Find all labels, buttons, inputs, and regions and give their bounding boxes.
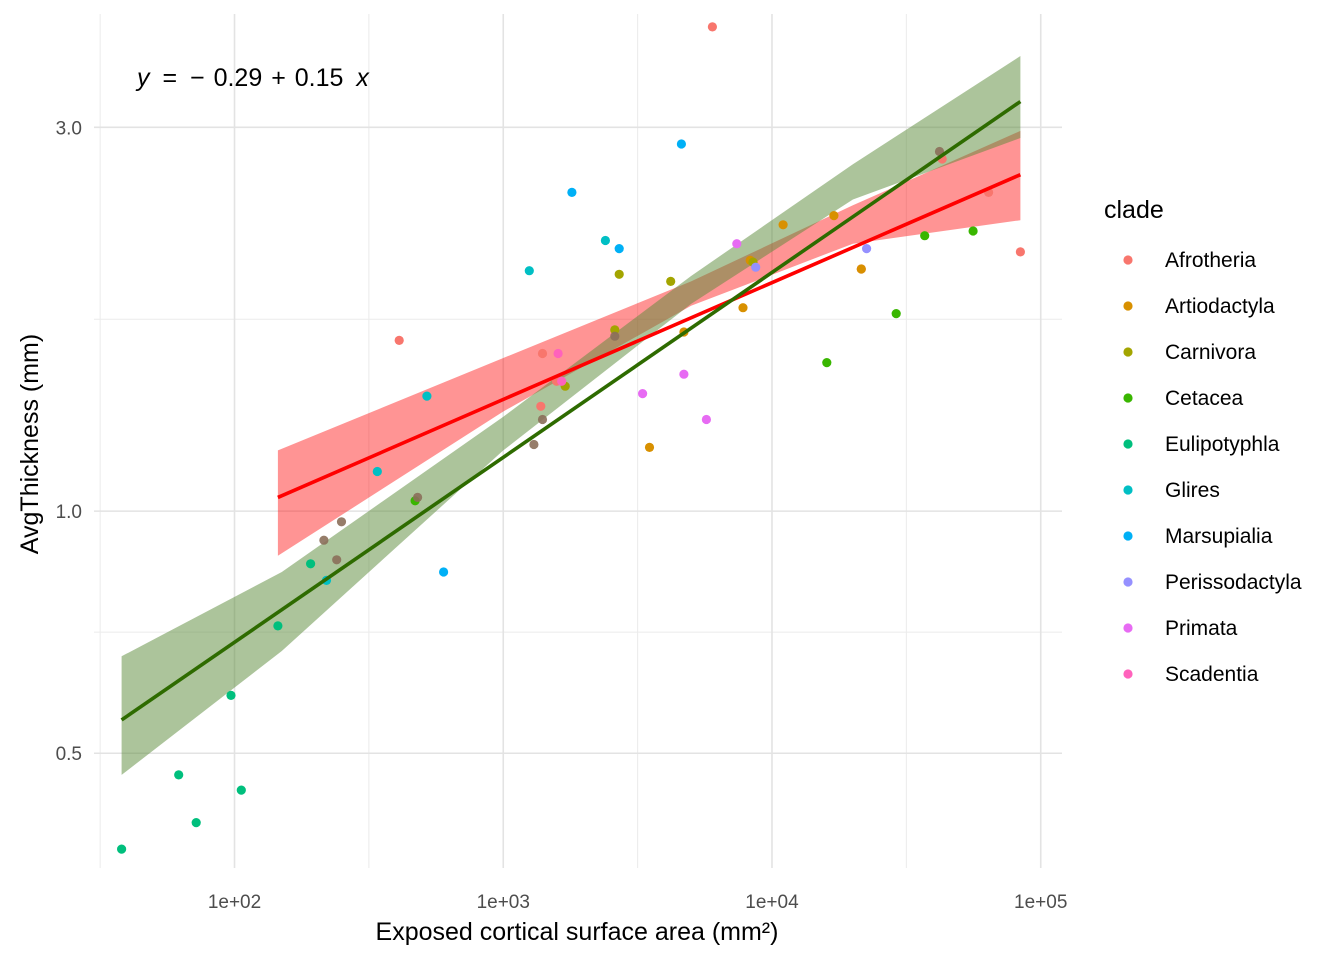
confidence-band-1 <box>278 131 1021 556</box>
legend-key-scadentia <box>1123 669 1132 678</box>
point-afrotheria <box>395 336 404 345</box>
legend-label-cetacea: Cetacea <box>1165 387 1244 410</box>
x-tick-label: 1e+02 <box>208 892 261 913</box>
confidence-band-2 <box>122 56 1021 775</box>
legend-label-primata: Primata <box>1165 617 1238 640</box>
point-perissodactyla <box>751 263 760 272</box>
equation-y: y <box>135 64 151 92</box>
point-artiodactyla <box>738 303 747 312</box>
legend-label-scadentia: Scadentia <box>1165 663 1259 686</box>
point-primata <box>638 389 647 398</box>
point-primata <box>679 370 688 379</box>
legend-key-marsupialia <box>1123 531 1132 540</box>
legend-key-perissodactyla <box>1123 577 1132 586</box>
point-glires <box>373 467 382 476</box>
y-tick-label: 1.0 <box>56 502 82 523</box>
point-eulipotyphla <box>174 770 183 779</box>
point-marsupialia <box>615 244 624 253</box>
point-overlap <box>413 493 422 502</box>
legend-key-carnivora <box>1123 347 1132 356</box>
point-cetacea <box>969 226 978 235</box>
point-eulipotyphla <box>273 621 282 630</box>
equation-plus: + <box>271 64 286 92</box>
point-carnivora <box>615 270 624 279</box>
point-glires <box>422 392 431 401</box>
point-eulipotyphla <box>237 786 246 795</box>
point-scadentia <box>557 377 566 386</box>
x-tick-label: 1e+04 <box>745 892 799 913</box>
point-overlap <box>610 332 619 341</box>
legend-label-glires: Glires <box>1165 479 1220 502</box>
x-axis-title: Exposed cortical surface area (mm²) <box>376 918 779 946</box>
point-overlap <box>529 440 538 449</box>
y-axis-title: AvgThickness (mm) <box>16 334 44 554</box>
point-afrotheria <box>536 402 545 411</box>
legend-key-artiodactyla <box>1123 301 1132 310</box>
legend-key-afrotheria <box>1123 255 1132 264</box>
point-cetacea <box>920 231 929 240</box>
point-afrotheria <box>708 22 717 31</box>
point-glires <box>601 236 610 245</box>
legend-label-artiodactyla: Artiodactyla <box>1165 295 1275 318</box>
confidence-bands <box>122 56 1021 775</box>
legend-label-carnivora: Carnivora <box>1165 341 1256 364</box>
point-afrotheria <box>538 349 547 358</box>
x-tick-labels: 1e+02 1e+03 1e+04 1e+05 <box>208 892 1068 913</box>
point-artiodactyla <box>829 211 838 220</box>
legend-label-perissodactyla: Perissodactyla <box>1165 571 1302 594</box>
legend-label-afrotheria: Afrotheria <box>1165 249 1256 272</box>
x-tick-label: 1e+03 <box>477 892 530 913</box>
point-primata <box>702 415 711 424</box>
point-overlap <box>337 517 346 526</box>
point-glires <box>525 266 534 275</box>
legend-key-eulipotyphla <box>1123 439 1132 448</box>
point-eulipotyphla <box>117 845 126 854</box>
point-marsupialia <box>439 567 448 576</box>
point-eulipotyphla <box>226 691 235 700</box>
point-perissodactyla <box>862 244 871 253</box>
point-eulipotyphla <box>192 818 201 827</box>
point-overlap <box>538 415 547 424</box>
point-scadentia <box>554 349 563 358</box>
point-eulipotyphla <box>306 559 315 568</box>
y-tick-label: 3.0 <box>56 118 82 139</box>
legend-title: clade <box>1104 196 1164 224</box>
y-tick-label: 0.5 <box>56 744 82 765</box>
point-afrotheria <box>1016 247 1025 256</box>
point-artiodactyla <box>645 443 654 452</box>
point-carnivora <box>666 277 675 286</box>
legend-key-cetacea <box>1123 393 1132 402</box>
y-tick-labels: 0.5 1.0 3.0 <box>56 118 82 765</box>
point-artiodactyla <box>779 220 788 229</box>
legend-label-eulipotyphla: Eulipotyphla <box>1165 433 1280 456</box>
regression-equation: y = − 0.29 + 0.15 x <box>135 64 370 92</box>
equation-x: x <box>355 64 370 92</box>
legend-label-marsupialia: Marsupialia <box>1165 525 1273 548</box>
equation-equals: = <box>162 64 177 92</box>
equation-minus: − <box>190 64 205 92</box>
equation-intercept: 0.29 <box>214 64 263 92</box>
legend: Afrotheria Artiodactyla Carnivora Cetacea Eu… <box>1123 249 1301 686</box>
point-overlap <box>332 555 341 564</box>
point-primata <box>732 239 741 248</box>
legend-key-primata <box>1123 623 1132 632</box>
point-marsupialia <box>567 188 576 197</box>
equation-slope: 0.15 <box>295 64 344 92</box>
point-overlap <box>319 536 328 545</box>
point-cetacea <box>822 358 831 367</box>
point-artiodactyla <box>857 264 866 273</box>
legend-key-glires <box>1123 485 1132 494</box>
point-cetacea <box>892 309 901 318</box>
point-marsupialia <box>677 139 686 148</box>
x-tick-label: 1e+05 <box>1014 892 1067 913</box>
